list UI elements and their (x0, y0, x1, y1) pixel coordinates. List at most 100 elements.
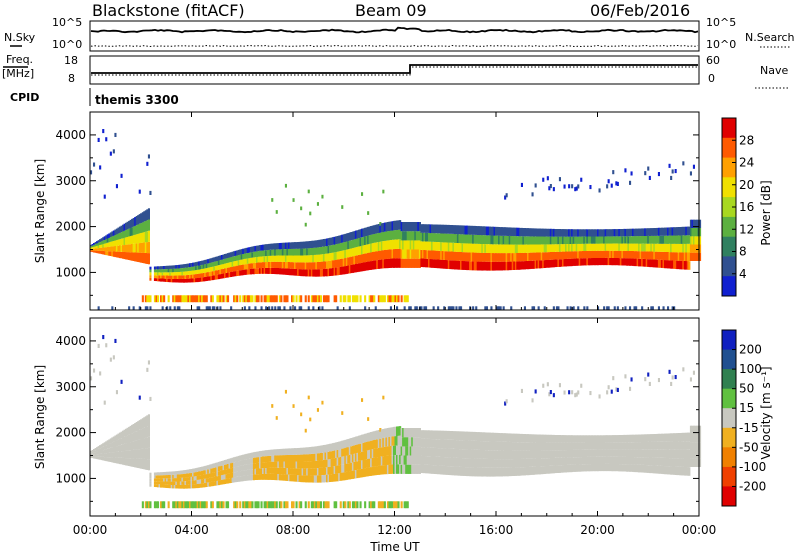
data-cell (466, 449, 469, 459)
data-cell (563, 390, 566, 395)
data-cell (455, 234, 458, 243)
data-cell (414, 437, 417, 447)
data-cell (622, 449, 625, 457)
data-cell (160, 484, 163, 488)
data-cell (175, 474, 178, 479)
data-cell (112, 457, 115, 463)
data-cell (166, 478, 169, 482)
data-cell (685, 235, 688, 244)
data-cell (380, 456, 383, 466)
power-heatmap (90, 129, 702, 310)
data-cell (214, 467, 217, 472)
data-cell (96, 454, 99, 457)
data-cell (615, 456, 618, 464)
data-cell (99, 453, 102, 457)
data-cell (539, 260, 542, 269)
data-cell (155, 278, 158, 282)
data-cell (265, 262, 268, 268)
data-cell (389, 240, 392, 250)
data-cell (432, 224, 435, 234)
data-cell (179, 485, 182, 489)
data-cell (322, 261, 325, 269)
data-cell (146, 220, 149, 232)
data-cell (627, 236, 630, 244)
data-cell (376, 457, 379, 467)
data-cell (645, 457, 648, 466)
data-cell (540, 228, 543, 237)
data-cell (274, 461, 277, 468)
data-cell (306, 269, 309, 277)
data-cell (609, 243, 612, 251)
data-cell (549, 236, 552, 245)
data-cell (499, 244, 502, 254)
data-cell (138, 429, 141, 440)
data-cell (321, 467, 324, 475)
data-cell (201, 277, 204, 282)
data-cell (639, 442, 642, 450)
data-cell (656, 259, 659, 268)
data-cell (239, 460, 242, 466)
data-cell (453, 251, 456, 261)
data-cell (277, 449, 280, 456)
data-cell (575, 435, 578, 443)
power-colorbar-label: Power [dB] (759, 180, 773, 245)
data-cell (125, 222, 128, 231)
data-cell (128, 228, 131, 237)
data-cell (463, 252, 466, 262)
data-cell (251, 452, 254, 458)
data-cell (689, 244, 692, 253)
data-cell (263, 244, 266, 251)
data-cell (322, 254, 325, 262)
data-cell (292, 448, 295, 455)
data-cell (144, 426, 147, 438)
data-cell (636, 449, 639, 458)
data-cell (575, 392, 578, 397)
data-cell (619, 456, 622, 465)
data-cell (478, 226, 481, 235)
data-cell (259, 462, 262, 469)
data-cell (689, 219, 692, 228)
data-cell (493, 450, 496, 460)
data-cell (373, 440, 376, 449)
data-cell (399, 426, 402, 436)
data-cell (472, 458, 475, 468)
data-cell (382, 438, 385, 448)
data-cell (169, 471, 172, 475)
data-cell (671, 306, 674, 310)
data-cell (562, 450, 565, 458)
data-cell (563, 259, 566, 267)
data-cell (252, 257, 255, 263)
data-cell (207, 465, 210, 470)
data-cell (657, 243, 660, 252)
data-cell (246, 295, 249, 303)
data-cell (243, 470, 246, 476)
data-cell (659, 449, 662, 458)
data-cell (450, 233, 453, 243)
data-cell (143, 427, 146, 439)
data-cell (342, 266, 345, 275)
data-cell (356, 452, 359, 462)
data-cell (131, 458, 134, 467)
data-cell (260, 306, 263, 310)
data-cell (460, 449, 463, 458)
data-cell (141, 295, 144, 303)
data-cell (259, 474, 262, 480)
data-cell (181, 275, 184, 279)
data-cell (496, 441, 499, 451)
data-cell (100, 241, 103, 245)
data-cell (671, 169, 674, 174)
data-cell (580, 383, 583, 388)
data-cell (490, 244, 493, 253)
data-cell (393, 230, 396, 240)
data-cell (303, 269, 306, 277)
data-cell (167, 478, 170, 482)
data-cell (193, 472, 196, 477)
data-cell (533, 260, 536, 269)
data-cell (201, 475, 204, 480)
data-cell (195, 476, 198, 481)
data-cell (219, 470, 222, 476)
data-cell (671, 466, 674, 475)
data-cell (476, 467, 479, 477)
data-cell (403, 240, 406, 250)
data-cell (574, 464, 577, 472)
